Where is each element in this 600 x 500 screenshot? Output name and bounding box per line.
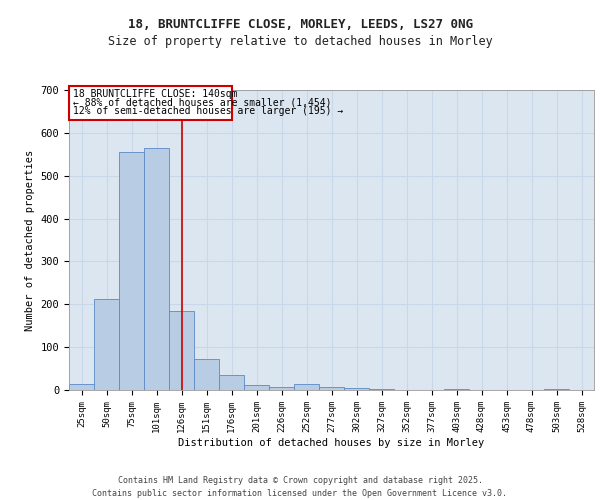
Text: 12% of semi-detached houses are larger (195) →: 12% of semi-detached houses are larger (… xyxy=(73,106,343,117)
Bar xyxy=(244,385,269,390)
Y-axis label: Number of detached properties: Number of detached properties xyxy=(25,150,35,330)
Bar xyxy=(144,148,169,390)
Bar xyxy=(444,389,469,390)
Bar xyxy=(319,387,344,390)
Bar xyxy=(294,384,319,390)
Text: Contains HM Land Registry data © Crown copyright and database right 2025.
Contai: Contains HM Land Registry data © Crown c… xyxy=(92,476,508,498)
Bar xyxy=(369,389,394,390)
Text: ← 88% of detached houses are smaller (1,454): ← 88% of detached houses are smaller (1,… xyxy=(73,98,331,108)
Bar xyxy=(544,389,569,390)
Bar xyxy=(194,358,219,390)
Bar xyxy=(344,388,369,390)
Bar xyxy=(119,152,144,390)
Bar xyxy=(94,298,119,390)
Bar xyxy=(169,310,194,390)
Bar xyxy=(69,384,94,390)
Bar xyxy=(69,86,232,120)
Text: 18, BRUNTCLIFFE CLOSE, MORLEY, LEEDS, LS27 0NG: 18, BRUNTCLIFFE CLOSE, MORLEY, LEEDS, LS… xyxy=(128,18,473,30)
Text: 18 BRUNTCLIFFE CLOSE: 140sqm: 18 BRUNTCLIFFE CLOSE: 140sqm xyxy=(73,89,237,99)
Text: Size of property relative to detached houses in Morley: Size of property relative to detached ho… xyxy=(107,35,493,48)
X-axis label: Distribution of detached houses by size in Morley: Distribution of detached houses by size … xyxy=(178,438,485,448)
Bar xyxy=(269,387,294,390)
Bar xyxy=(219,375,244,390)
